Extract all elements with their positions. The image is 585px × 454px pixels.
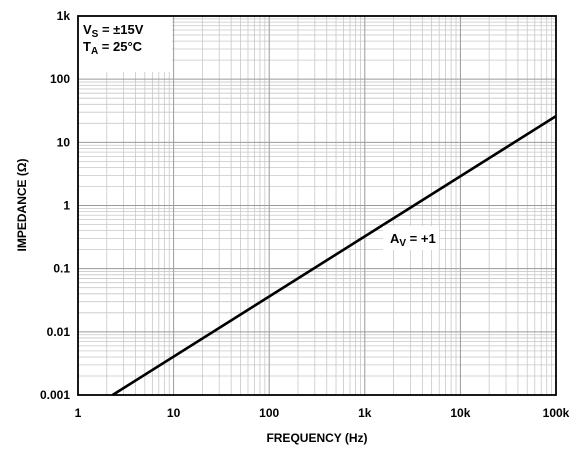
gain-annotation: AV = +1 (390, 231, 436, 249)
x-tick-labels: 1 10 100 1k 10k 100k (75, 406, 570, 420)
impedance-series-line (111, 115, 557, 397)
y-tick-label: 1 (63, 199, 70, 213)
conditions-box (78, 16, 172, 72)
x-tick-label: 1k (358, 406, 372, 420)
y-tick-label: 0.01 (47, 325, 71, 339)
x-tick-label: 100 (259, 406, 279, 420)
series-layer (111, 115, 557, 397)
y-tick-label: 0.1 (53, 262, 70, 276)
x-axis-label: FREQUENCY (Hz) (266, 431, 367, 445)
y-tick-label: 1k (57, 9, 71, 23)
y-tick-label: 10 (57, 135, 71, 149)
y-tick-labels: 0.001 0.01 0.1 1 10 100 1k (40, 9, 70, 402)
y-tick-label: 0.001 (40, 388, 70, 402)
supply-voltage-annotation: VS = ±15V (83, 22, 144, 40)
gain-label-box (383, 226, 439, 250)
plot-frame (77, 15, 557, 396)
x-tick-label: 10k (450, 406, 470, 420)
x-tick-label: 1 (75, 406, 82, 420)
y-tick-label: 100 (50, 72, 70, 86)
x-tick-label: 100k (543, 406, 570, 420)
major-gridlines (78, 16, 556, 395)
temperature-annotation: TA = 25°C (83, 39, 143, 57)
x-tick-label: 10 (167, 406, 181, 420)
y-axis-label: IMPEDANCE (Ω) (15, 159, 29, 252)
